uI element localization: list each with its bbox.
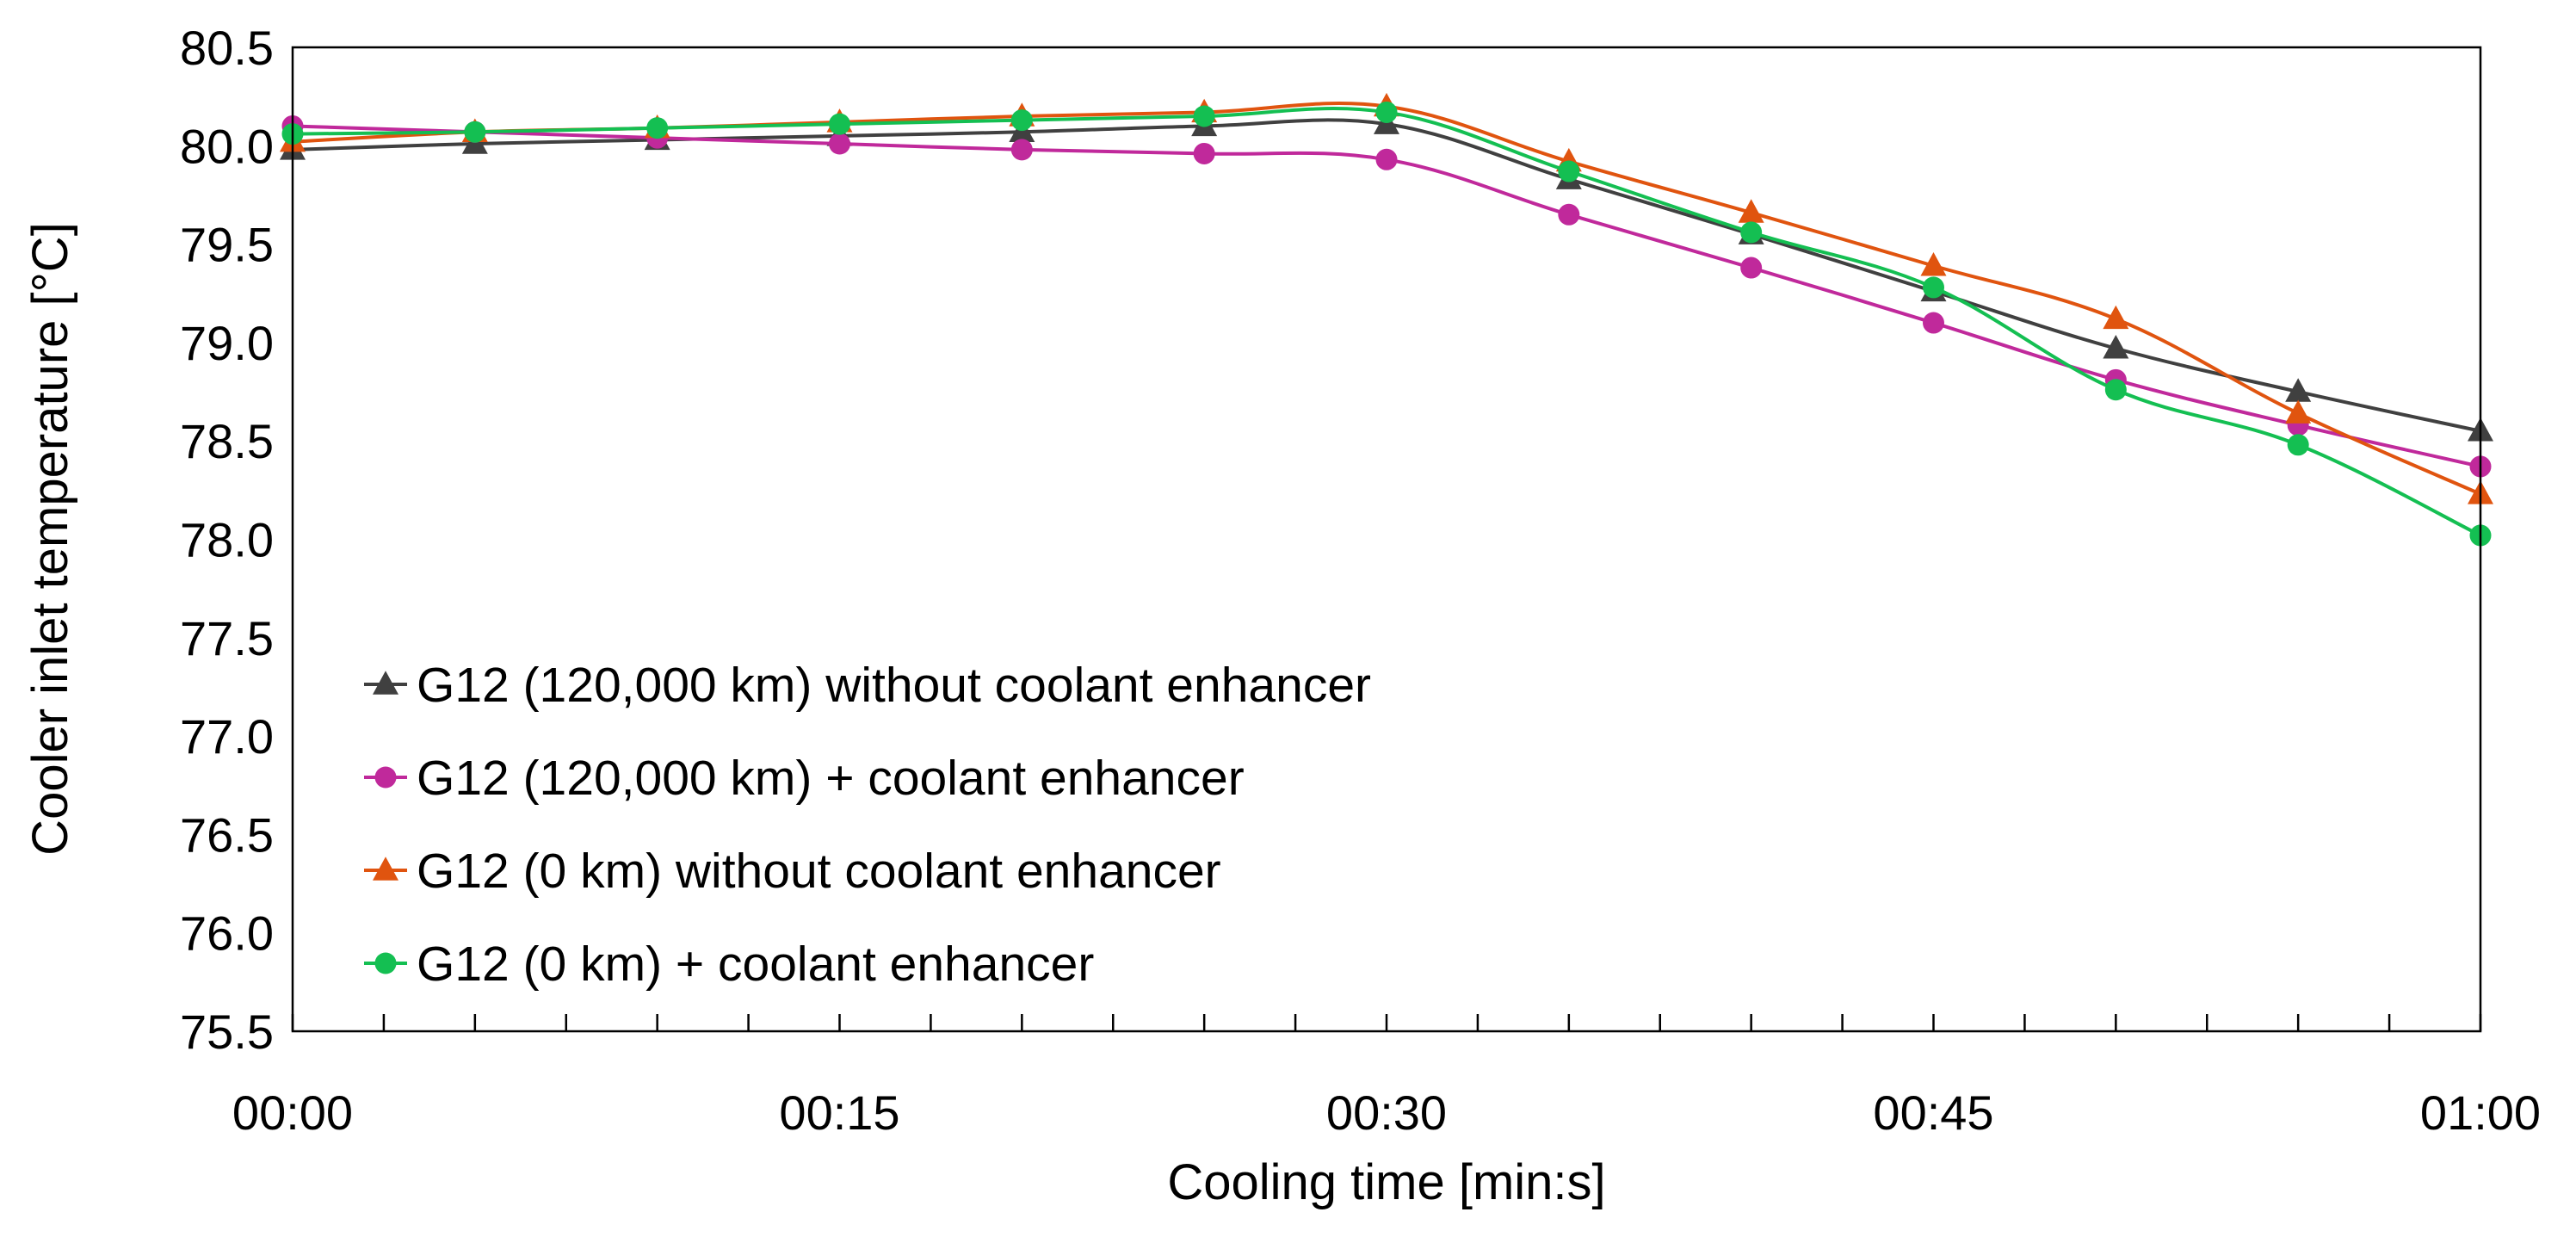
y-tick-label: 79.0 [180, 316, 274, 370]
x-tick-label: 00:30 [1326, 1085, 1447, 1140]
y-tick-label: 78.5 [180, 414, 274, 468]
data-point [1010, 109, 1033, 132]
legend-marker [373, 857, 398, 881]
y-tick-label: 80.0 [180, 119, 274, 173]
data-point [1193, 105, 1215, 127]
data-point [1193, 142, 1215, 164]
data-point [1558, 203, 1580, 226]
data-point [829, 133, 850, 155]
x-tick-label: 00:45 [1873, 1085, 1993, 1140]
legend-entry: G12 (0 km) without coolant enhancer [364, 844, 1221, 899]
legend-entry: G12 (120,000 km) without coolant enhance… [364, 658, 1371, 713]
data-point [1375, 148, 1398, 170]
y-axis-tick-labels: 75.5 76.0 76.5 77.0 77.5 78.0 78.5 79.0 79.5 80.0… [180, 21, 274, 1059]
axis-ticks [291, 1014, 2482, 1031]
data-point [646, 117, 669, 139]
y-tick-label: 79.5 [180, 218, 274, 272]
x-tick-label: 00:00 [232, 1085, 353, 1140]
y-tick-label: 76.5 [180, 807, 274, 862]
x-tick-label: 00:15 [779, 1085, 899, 1140]
data-point [1375, 101, 1398, 123]
y-tick-label: 80.5 [180, 21, 274, 75]
data-point [1010, 139, 1033, 161]
series-g12-0-km-coolant-enhancer [281, 101, 2492, 547]
data-point [2104, 379, 2127, 401]
y-tick-label: 77.0 [180, 709, 274, 764]
legend-entry: G12 (120,000 km) + coolant enhancer [364, 751, 1245, 806]
data-point [1740, 257, 1763, 279]
y-tick-label: 76.0 [180, 906, 274, 961]
data-point [1923, 312, 1944, 334]
legend-marker [373, 671, 398, 695]
data-point [464, 121, 486, 143]
data-point [2285, 399, 2312, 424]
legend-label: G12 (0 km) + coolant enhancer [417, 937, 1094, 992]
legend-label: G12 (120,000 km) without coolant enhance… [417, 658, 1371, 713]
y-tick-label: 75.5 [180, 1005, 274, 1059]
legend-label: G12 (120,000 km) + coolant enhancer [417, 751, 1245, 806]
data-point [2287, 434, 2309, 456]
data-point [1740, 221, 1763, 244]
x-axis-title: Cooling time [min:s] [1167, 1154, 1605, 1210]
y-axis-title: Cooler inlet temperature [°C] [22, 222, 78, 856]
x-tick-label: 01:00 [2420, 1085, 2541, 1140]
legend-marker [374, 952, 397, 974]
legend-label: G12 (0 km) without coolant enhancer [417, 844, 1221, 899]
data-point [1920, 251, 1947, 276]
y-tick-label: 77.5 [180, 611, 274, 665]
legend: G12 (120,000 km) without coolant enhance… [364, 658, 1371, 992]
data-point [1923, 276, 1944, 299]
legend-entry: G12 (0 km) + coolant enhancer [364, 937, 1094, 992]
data-point [2285, 378, 2312, 402]
y-tick-label: 78.0 [180, 513, 274, 567]
data-point [829, 113, 850, 135]
data-point [1558, 160, 1580, 182]
data-point [2103, 335, 2129, 359]
legend-marker [374, 766, 397, 789]
data-point [1738, 199, 1764, 223]
data-point [2103, 305, 2129, 330]
x-axis-tick-labels: 00:00 00:15 00:30 00:45 01:00 [232, 1085, 2541, 1140]
